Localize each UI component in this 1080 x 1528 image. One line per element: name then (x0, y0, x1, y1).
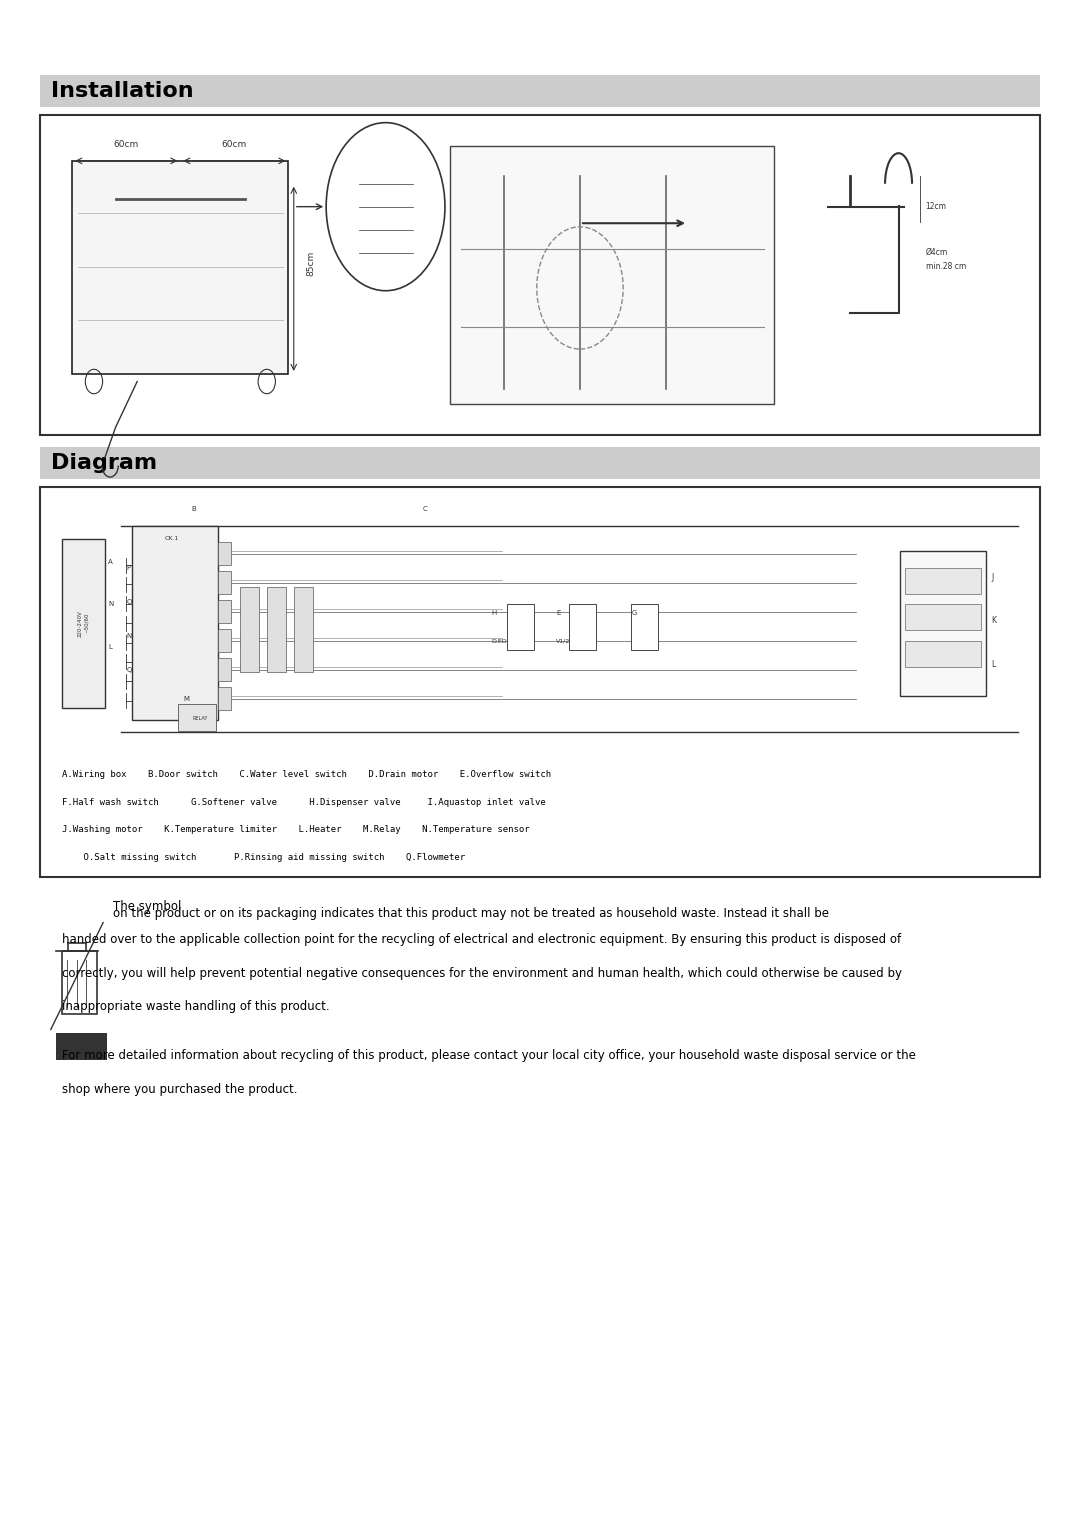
Text: B: B (191, 506, 195, 512)
Bar (450, 145, 774, 405)
Bar (267, 587, 286, 671)
Bar (218, 688, 231, 711)
Bar (218, 601, 231, 623)
Text: C: C (422, 506, 428, 512)
Bar (178, 703, 216, 730)
Bar (905, 640, 981, 666)
Text: Q: Q (126, 666, 132, 672)
Text: CK.1: CK.1 (164, 536, 178, 541)
Text: inappropriate waste handling of this product.: inappropriate waste handling of this pro… (62, 1001, 329, 1013)
Bar (218, 630, 231, 652)
Text: N: N (108, 601, 113, 607)
Text: L: L (108, 643, 112, 649)
Text: 60cm: 60cm (221, 139, 247, 148)
Text: V1/2: V1/2 (556, 639, 570, 643)
Bar (900, 550, 986, 695)
Bar (56, 1033, 107, 1060)
Bar (72, 160, 288, 374)
Bar (569, 604, 596, 649)
Text: N: N (126, 633, 132, 639)
Text: For more detailed information about recycling of this product, please contact yo: For more detailed information about recy… (62, 1050, 916, 1062)
Text: P: P (126, 565, 131, 571)
Text: Ø4cm: Ø4cm (926, 248, 948, 257)
Bar (905, 568, 981, 594)
Text: L: L (991, 660, 996, 669)
Bar (62, 952, 97, 1015)
Bar (40, 75, 1040, 107)
Text: 12cm: 12cm (926, 202, 946, 211)
Text: J.Washing motor    K.Temperature limiter    L.Heater    M.Relay    N.Temperature: J.Washing motor K.Temperature limiter L.… (62, 825, 529, 834)
Bar (905, 604, 981, 631)
Bar (632, 604, 659, 649)
Text: M: M (184, 695, 190, 701)
Bar (294, 587, 313, 671)
Text: handed over to the applicable collection point for the recycling of electrical a: handed over to the applicable collection… (62, 934, 901, 946)
Bar (218, 571, 231, 594)
Bar (132, 527, 218, 720)
Text: min.28 cm: min.28 cm (926, 263, 966, 272)
Bar (40, 448, 1040, 478)
Text: Installation: Installation (51, 81, 193, 101)
Text: shop where you purchased the product.: shop where you purchased the product. (62, 1083, 297, 1096)
Text: O.Salt missing switch       P.Rinsing aid missing switch    Q.Flowmeter: O.Salt missing switch P.Rinsing aid miss… (62, 853, 464, 862)
Bar (508, 604, 535, 649)
Text: correctly, you will help prevent potential negative consequences for the environ: correctly, you will help prevent potenti… (62, 967, 902, 979)
Bar (218, 542, 231, 565)
Bar (240, 587, 259, 671)
Text: 85cm: 85cm (307, 251, 315, 277)
Text: O: O (126, 599, 132, 605)
Bar (40, 487, 1040, 877)
Text: 220-240V
~50/60: 220-240V ~50/60 (78, 610, 89, 637)
Text: K: K (991, 616, 997, 625)
Text: A: A (108, 559, 112, 565)
Text: E: E (556, 610, 561, 616)
Text: H: H (491, 610, 497, 616)
Bar (0, 0, 1080, 70)
Text: D.ED: D.ED (491, 639, 507, 643)
Bar (218, 659, 231, 681)
Text: J: J (991, 573, 994, 582)
Bar (40, 115, 1040, 435)
Text: G: G (632, 610, 637, 616)
Text: Diagram: Diagram (51, 452, 157, 474)
Bar (62, 538, 105, 707)
Text: A.Wiring box    B.Door switch    C.Water level switch    D.Drain motor    E.Over: A.Wiring box B.Door switch C.Water level… (62, 770, 551, 779)
Text: RELAY: RELAY (192, 717, 207, 721)
Text: The symbol: The symbol (112, 900, 200, 912)
Text: F.Half wash switch      G.Softener valve      H.Dispenser valve     I.Aquastop i: F.Half wash switch G.Softener valve H.Di… (62, 798, 545, 807)
Text: 60cm: 60cm (113, 139, 139, 148)
Text: on the product or on its packaging indicates that this product may not be treate: on the product or on its packaging indic… (112, 908, 828, 920)
